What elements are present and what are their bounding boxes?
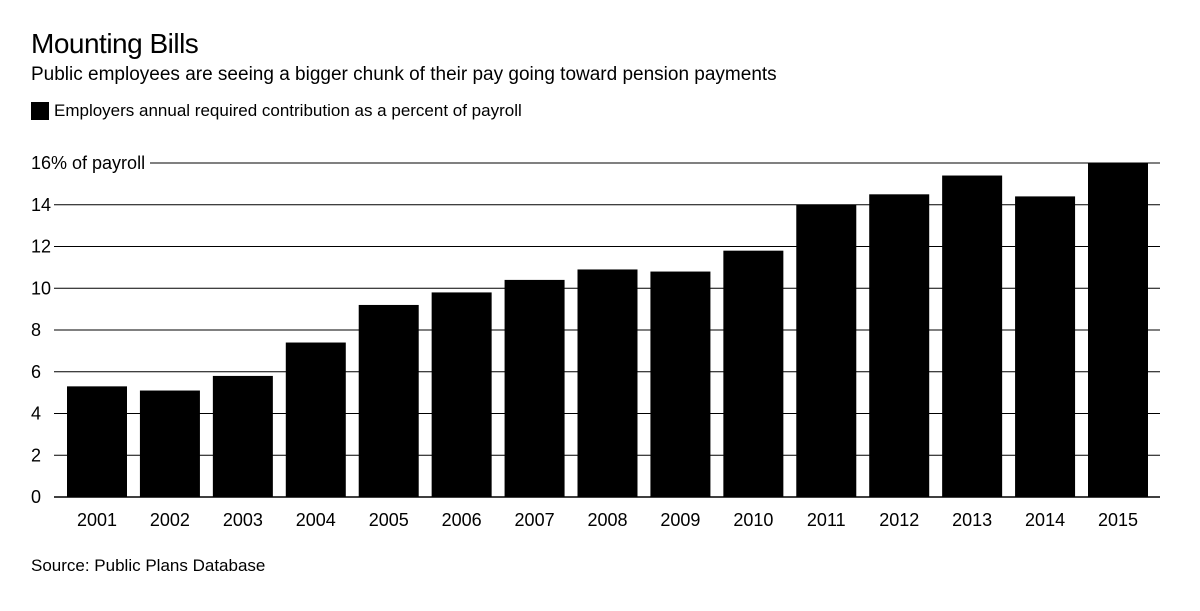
x-tick-label: 2014	[1025, 510, 1065, 530]
x-tick-label: 2001	[77, 510, 117, 530]
x-tick-label: 2008	[587, 510, 627, 530]
x-tick-label: 2010	[733, 510, 773, 530]
bar	[431, 292, 492, 497]
bar	[285, 342, 346, 497]
y-tick-label: 6	[31, 362, 41, 382]
y-tick-label: 8	[31, 320, 41, 340]
y-tick-label: 0	[31, 487, 41, 507]
chart-subtitle: Public employees are seeing a bigger chu…	[31, 64, 777, 85]
x-tick-label: 2012	[879, 510, 919, 530]
bar	[723, 250, 784, 497]
x-tick-label: 2005	[369, 510, 409, 530]
y-tick-label: 14	[31, 195, 51, 215]
x-tick-label: 2007	[515, 510, 555, 530]
legend: Employers annual required contribution a…	[31, 101, 522, 121]
x-tick-label: 2015	[1098, 510, 1138, 530]
y-tick-label: 2	[31, 445, 41, 465]
y-tick-label: 12	[31, 237, 51, 257]
bar	[1088, 163, 1148, 497]
bar	[358, 304, 419, 497]
y-tick-label: 10	[31, 278, 51, 298]
x-tick-label: 2011	[807, 510, 846, 530]
x-tick-label: 2006	[442, 510, 482, 530]
bar	[1015, 196, 1076, 497]
legend-label: Employers annual required contribution a…	[54, 101, 522, 120]
chart-title: Mounting Bills	[31, 28, 199, 59]
x-tick-label: 2013	[952, 510, 992, 530]
legend-swatch	[31, 102, 49, 120]
bar	[796, 204, 857, 497]
bar	[139, 390, 200, 497]
x-tick-label: 2002	[150, 510, 190, 530]
bar	[577, 269, 638, 497]
bar	[869, 194, 930, 497]
y-tick-label: 16% of payroll	[31, 153, 145, 173]
x-tick-label: 2009	[660, 510, 700, 530]
bar	[504, 279, 565, 497]
bar	[67, 386, 127, 497]
bar	[942, 175, 1003, 497]
x-tick-label: 2003	[223, 510, 263, 530]
source-note: Source: Public Plans Database	[31, 556, 266, 575]
bar	[650, 271, 711, 497]
x-tick-label: 2004	[296, 510, 336, 530]
bar	[212, 375, 273, 497]
y-tick-label: 4	[31, 404, 41, 424]
